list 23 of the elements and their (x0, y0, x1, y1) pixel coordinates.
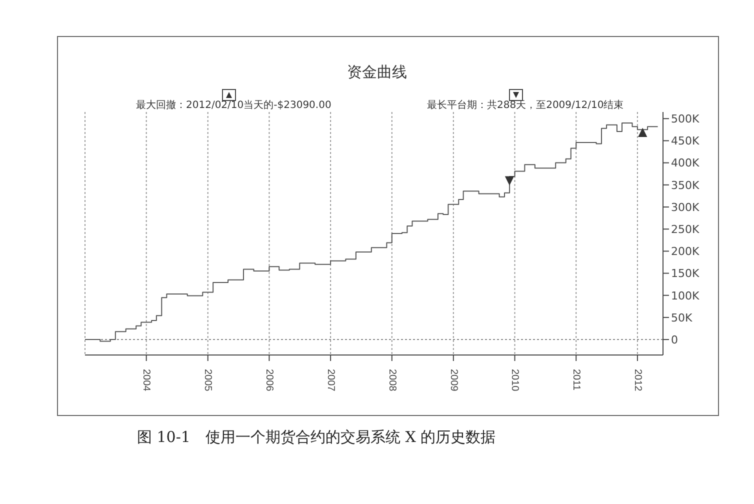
y-tick-label: 0 (671, 333, 678, 346)
text: 最大回撤：2012/02/10当天的-$23090.00 (136, 98, 332, 112)
x-tick-label: 2011 (570, 369, 582, 391)
x-tick-label: 2009 (448, 369, 459, 392)
x-tick-label: 2004 (140, 369, 152, 392)
x-tick-label: 2012 (632, 369, 643, 392)
x-tick-label: 2005 (202, 369, 214, 392)
y-tick-label: 100K (671, 289, 700, 302)
x-tick-label: 2008 (386, 369, 398, 392)
y-tick-label: 150K (671, 267, 700, 280)
y-tick-label: 50K (671, 311, 693, 324)
y-tick-label: 250K (671, 222, 700, 236)
y-tick-label: 350K (671, 178, 700, 192)
y-tick-label: 400K (671, 156, 700, 170)
y-tick-label: 500K (671, 112, 700, 126)
caption: 图 10-1 使用一个期货合约的交易系统 X 的历史数据 (137, 428, 496, 447)
x-tick-label: 2007 (324, 369, 336, 392)
y-tick-label: 450K (671, 134, 700, 148)
x-tick-label: 2010 (509, 369, 520, 392)
y-tick-label: 200K (671, 245, 700, 258)
y-tick-label: 300K (671, 200, 700, 214)
x-tick-label: 2006 (264, 369, 275, 392)
chart-title: 资金曲线 (346, 63, 408, 82)
